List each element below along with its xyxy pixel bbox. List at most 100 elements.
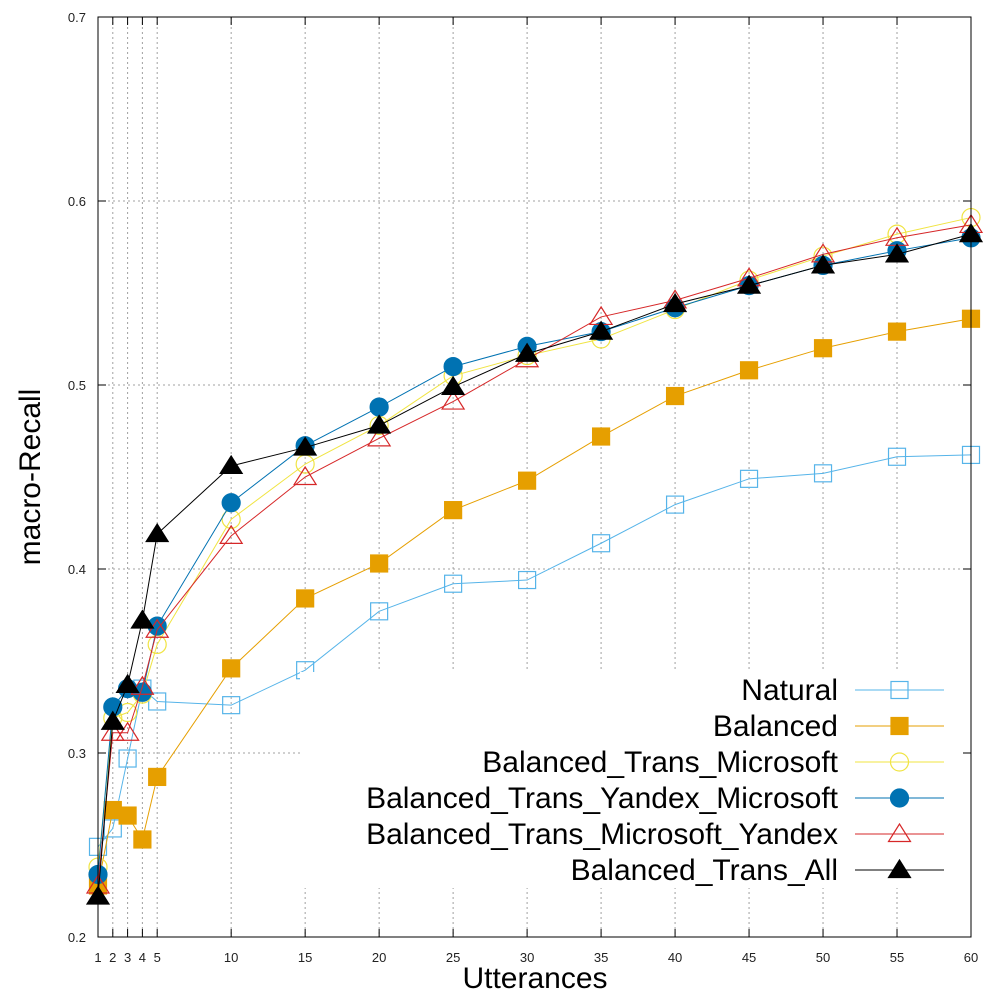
data-point	[219, 454, 244, 475]
y-axis-title: macro-Recall	[14, 389, 47, 566]
data-point	[884, 243, 910, 263]
data-point	[515, 342, 540, 362]
data-point	[739, 361, 759, 380]
series-line	[97, 454, 972, 848]
legend-label: Natural	[741, 674, 838, 707]
y-tick-label: 0.5	[68, 378, 86, 393]
x-tick-label: 60	[964, 950, 978, 965]
y-tick-label: 0.6	[68, 194, 86, 209]
plot-frame	[97, 16, 972, 938]
data-point	[148, 767, 167, 787]
legend-background	[300, 744, 960, 780]
data-point	[221, 493, 241, 513]
data-point	[293, 436, 318, 456]
data-point	[518, 471, 537, 490]
data-point	[443, 357, 463, 377]
legend-marker	[890, 716, 909, 736]
data-point	[367, 414, 392, 434]
data-point	[115, 721, 140, 741]
data-point	[130, 609, 155, 629]
data-point	[118, 749, 137, 768]
series-Balanced_Trans_All	[85, 222, 984, 905]
legend-marker	[887, 822, 912, 843]
legend-background	[300, 672, 960, 708]
data-point	[665, 386, 685, 406]
data-point	[887, 447, 907, 466]
legend-background	[300, 708, 960, 744]
data-point	[444, 501, 463, 520]
data-point	[370, 554, 389, 573]
data-point	[130, 675, 155, 695]
x-tick-label: 10	[224, 950, 238, 965]
x-axis-title: Utterances	[462, 962, 607, 995]
data-point	[813, 339, 833, 358]
legend: NaturalBalancedBalanced_Trans_MicrosoftB…	[300, 672, 960, 888]
y-tick-label: 0.3	[68, 746, 86, 761]
y-tick-label: 0.4	[68, 562, 86, 577]
x-tick-label: 5	[154, 950, 161, 965]
data-point	[222, 659, 241, 678]
legend-label: Balanced_Trans_Yandex_Microsoft	[366, 782, 839, 815]
data-point	[100, 710, 125, 730]
x-tick-label: 1	[94, 950, 101, 965]
data-point	[293, 465, 318, 486]
data-point	[813, 464, 833, 483]
series-line	[97, 233, 972, 897]
data-point	[441, 375, 466, 395]
legend-label: Balanced_Trans_Microsoft_Yandex	[366, 818, 838, 851]
x-tick-label: 20	[372, 950, 386, 965]
x-tick-label: 35	[594, 950, 608, 965]
y-tick-label: 0.7	[68, 10, 86, 25]
data-point	[296, 589, 315, 608]
data-point	[369, 397, 389, 417]
data-point	[444, 574, 463, 593]
legend-background	[300, 816, 960, 852]
data-point	[588, 320, 614, 340]
x-tick-label: 50	[816, 950, 830, 965]
data-point	[148, 692, 167, 711]
legend-label: Balanced_Trans_All	[571, 854, 838, 887]
data-point	[665, 495, 685, 514]
series-line	[97, 224, 972, 886]
legend-marker	[889, 788, 910, 808]
y-tick-label: 0.2	[68, 930, 86, 945]
data-point	[736, 274, 762, 294]
series-line	[97, 217, 972, 868]
x-tick-label: 30	[520, 950, 534, 965]
x-tick-label: 15	[298, 950, 312, 965]
data-point	[518, 570, 537, 590]
data-point	[441, 390, 466, 410]
data-point	[219, 524, 244, 544]
data-point	[662, 292, 688, 313]
data-point	[100, 721, 125, 741]
series-layer	[85, 207, 984, 905]
legend-marker	[889, 752, 910, 772]
data-point	[591, 427, 611, 446]
x-tick-label: 40	[668, 950, 682, 965]
legend-marker	[887, 858, 912, 879]
x-tick-label: 4	[139, 950, 146, 965]
legend-background	[300, 780, 960, 816]
data-point	[133, 830, 152, 849]
legend-background	[300, 852, 960, 888]
data-point	[222, 696, 241, 715]
data-point	[591, 534, 611, 553]
data-point	[103, 819, 122, 838]
data-point	[367, 427, 392, 447]
x-tick-label: 2	[109, 950, 116, 965]
data-point	[145, 522, 170, 543]
axis-ticks: 1 2 3 4 5 10 15 20 25 30 35 40 45 50 55 600.20.30.40.50…	[68, 10, 978, 965]
x-tick-label: 55	[890, 950, 904, 965]
data-point	[370, 602, 389, 621]
series-line	[97, 318, 972, 886]
data-point	[810, 254, 836, 274]
data-point	[887, 322, 907, 341]
x-tick-label: 45	[742, 950, 756, 965]
x-tick-label: 3	[124, 950, 131, 965]
legend-marker	[890, 680, 909, 700]
data-point	[118, 806, 137, 825]
legend-label: Balanced_Trans_Microsoft	[482, 746, 838, 779]
x-tick-label: 25	[446, 950, 460, 965]
legend-label: Balanced	[713, 710, 838, 743]
